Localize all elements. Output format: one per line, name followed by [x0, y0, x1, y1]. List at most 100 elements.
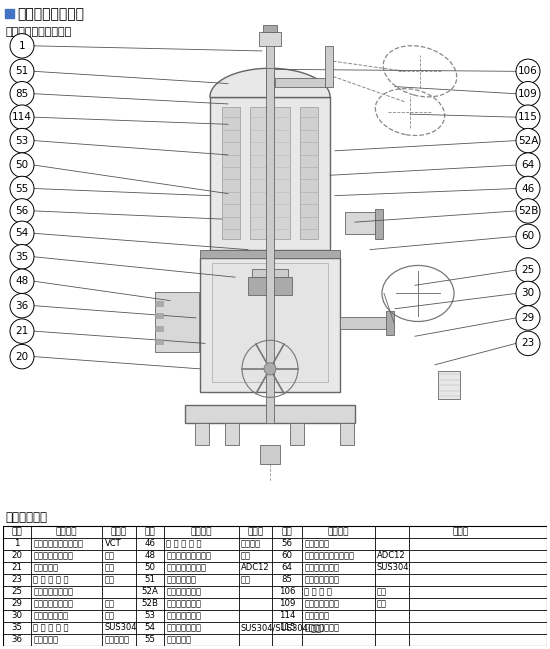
Circle shape [516, 281, 540, 306]
Circle shape [516, 129, 540, 153]
Text: 品番: 品番 [12, 528, 23, 536]
Text: 35: 35 [12, 623, 23, 632]
Text: 60: 60 [521, 232, 535, 241]
Text: 21: 21 [15, 326, 29, 336]
Text: 85: 85 [15, 89, 29, 99]
Circle shape [10, 129, 34, 153]
Text: 樹脂: 樹脂 [377, 587, 387, 596]
Text: 樹脂: 樹脂 [377, 599, 387, 608]
Circle shape [516, 331, 540, 356]
Circle shape [10, 269, 34, 293]
Text: 品名・材質表: 品名・材質表 [6, 511, 47, 524]
Text: VCT: VCT [104, 539, 121, 548]
Text: 樹脂: 樹脂 [241, 551, 251, 560]
Bar [325, 46, 333, 86]
Bar [266, 68, 274, 423]
Circle shape [10, 177, 34, 201]
Text: 64: 64 [521, 160, 535, 170]
Text: 36: 36 [15, 300, 29, 311]
Text: メカニカルシール: メカニカルシール [33, 587, 73, 596]
Circle shape [10, 319, 34, 343]
Text: 制　御　基　板: 制 御 基 板 [304, 575, 339, 584]
Text: 樹脂: 樹脂 [104, 563, 114, 572]
Text: 25: 25 [12, 587, 23, 596]
Circle shape [10, 105, 34, 129]
Text: 55: 55 [144, 635, 155, 644]
Text: 23: 23 [12, 575, 23, 584]
Circle shape [516, 105, 540, 129]
Bar [386, 311, 394, 336]
Text: 樹脂: 樹脂 [104, 551, 114, 560]
Text: 品　　名: 品 名 [328, 528, 349, 536]
Text: 48: 48 [144, 551, 155, 560]
Text: 85: 85 [282, 575, 293, 584]
Bar [3, 526, 547, 646]
Text: 50: 50 [15, 160, 29, 170]
Bar [438, 371, 460, 399]
Bar [225, 423, 239, 445]
Text: 品番: 品番 [282, 528, 293, 536]
Text: SUS304: SUS304 [377, 563, 409, 572]
Text: 下　部　軸　受: 下 部 軸 受 [166, 599, 201, 608]
Bar [300, 107, 318, 239]
Text: 材　質: 材 質 [453, 528, 469, 536]
Text: 30: 30 [521, 288, 535, 299]
Text: 品　　名: 品 名 [190, 528, 212, 536]
Text: 自動交互形ベンド仕様: 自動交互形ベンド仕様 [5, 27, 72, 36]
Text: ベアリングハウジング: ベアリングハウジング [304, 551, 354, 560]
Text: ヘッドカバー: ヘッドカバー [166, 575, 196, 584]
Bar [263, 25, 277, 32]
Text: 109: 109 [518, 89, 538, 99]
Text: 材　質: 材 質 [111, 528, 127, 536]
Circle shape [10, 82, 34, 106]
Text: 54: 54 [144, 623, 155, 632]
Bar [210, 97, 330, 250]
Circle shape [516, 306, 540, 330]
Circle shape [264, 363, 276, 375]
Circle shape [10, 221, 34, 245]
Text: 1: 1 [14, 539, 20, 548]
Text: 109: 109 [279, 599, 295, 608]
Circle shape [516, 153, 540, 177]
Text: 材　質: 材 質 [247, 528, 263, 536]
Text: 46: 46 [521, 184, 535, 193]
Text: 20: 20 [12, 551, 23, 560]
Text: ス ト レ ー ナ: ス ト レ ー ナ [33, 575, 69, 584]
Bar [250, 107, 290, 239]
Text: ADC12: ADC12 [241, 563, 270, 572]
Text: 構造断面図（例）: 構造断面図（例） [17, 7, 84, 21]
Text: 品　　名: 品 名 [56, 528, 78, 536]
Circle shape [516, 224, 540, 249]
Text: 56: 56 [282, 539, 293, 548]
Bar [212, 263, 328, 382]
Text: 30: 30 [12, 611, 23, 620]
Bar [260, 445, 280, 463]
Text: 21: 21 [12, 563, 23, 572]
Circle shape [10, 245, 34, 269]
Bar [222, 107, 240, 239]
Text: 樹脂: 樹脂 [104, 599, 114, 608]
Text: 64: 64 [282, 563, 293, 572]
Circle shape [10, 345, 34, 369]
Text: オイルリフター: オイルリフター [33, 611, 68, 620]
Bar [275, 79, 325, 86]
Bar [155, 313, 163, 318]
Text: 48: 48 [15, 276, 29, 286]
Bar [345, 212, 375, 234]
Text: 115: 115 [279, 623, 295, 632]
Text: 1: 1 [19, 41, 25, 51]
Bar [5, 9, 14, 18]
Text: 樹脂: 樹脂 [241, 575, 251, 584]
Text: 25: 25 [521, 265, 535, 275]
Text: 53: 53 [15, 136, 29, 145]
Text: 54: 54 [15, 228, 29, 238]
Text: 106: 106 [518, 66, 538, 77]
Text: 114: 114 [279, 611, 295, 620]
Text: モータブラケット: モータブラケット [166, 563, 206, 572]
Bar [259, 32, 281, 46]
Text: 羽　根　車: 羽 根 車 [33, 563, 58, 572]
Text: オイルケーシング: オイルケーシング [33, 599, 73, 608]
Text: 品番: 品番 [145, 528, 155, 536]
Text: 樹脂: 樹脂 [104, 575, 114, 584]
Text: 52A: 52A [518, 136, 538, 145]
